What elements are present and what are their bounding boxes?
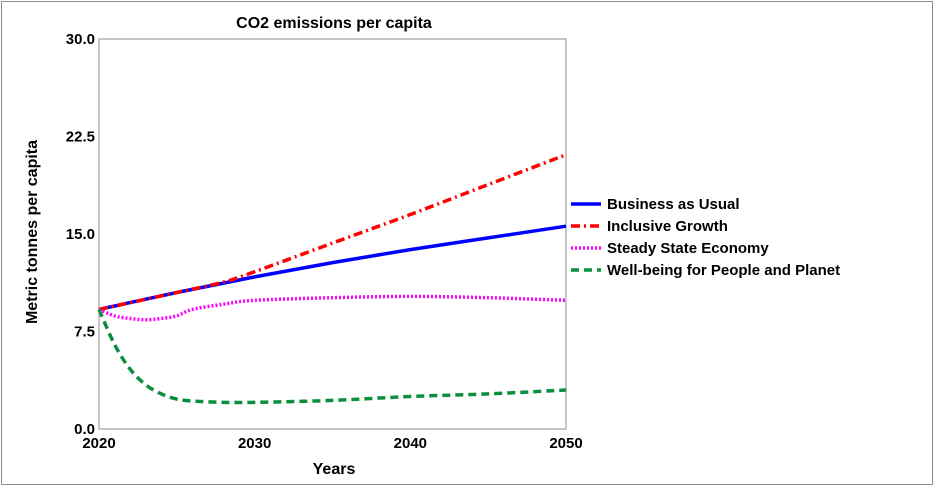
series-line-2 <box>98 153 567 312</box>
x-tick-label: 2040 <box>394 435 427 452</box>
plot-area <box>98 38 567 430</box>
legend-label: Inclusive Growth <box>607 218 728 235</box>
y-tick-label: 30.0 <box>66 31 95 48</box>
legend-label: Business as Usual <box>607 196 740 213</box>
x-tick-label: 2050 <box>549 435 582 452</box>
series-line-4 <box>97 308 567 405</box>
x-tick-label: 2030 <box>238 435 271 452</box>
x-axis-label: Years <box>313 461 356 478</box>
y-axis-label: Metric tonnes per capita <box>24 140 41 324</box>
x-tick-label: 2020 <box>82 435 115 452</box>
y-tick-label: 22.5 <box>66 129 95 146</box>
series-line-3 <box>98 294 567 322</box>
y-tick-label: 0.0 <box>74 421 95 438</box>
y-tick-label: 15.0 <box>66 226 95 243</box>
chart-title: CO2 emissions per capita <box>236 15 432 32</box>
legend-label: Steady State Economy <box>607 240 769 257</box>
y-tick-label: 7.5 <box>74 324 95 341</box>
legend-label: Well-being for People and Planet <box>607 262 840 279</box>
